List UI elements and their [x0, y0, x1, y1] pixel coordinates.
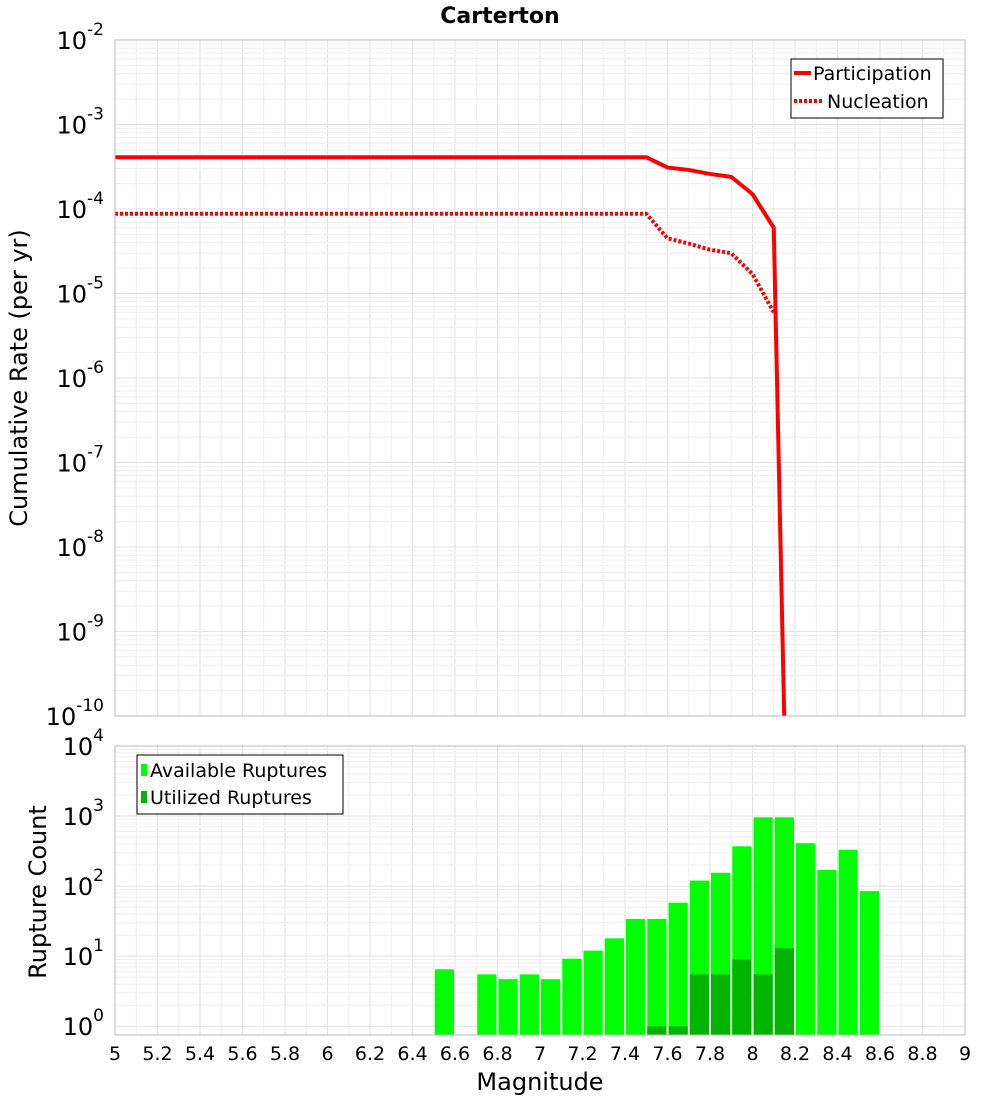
utilized-bar [668, 1026, 688, 1035]
legend-swatch-utilized [141, 791, 147, 803]
rupture-y-tick-label: 103 [63, 796, 104, 831]
rupture-legend: Available Ruptures Utilized Ruptures [136, 754, 344, 815]
utilized-bar [753, 974, 773, 1035]
rate-y-tick: 10-10 [46, 696, 104, 731]
x-tick-label: 8 [746, 1043, 758, 1065]
x-tick-label: 6.6 [440, 1043, 470, 1065]
available-bar [668, 902, 688, 1035]
rate-y-tick-label: 10-10 [46, 696, 104, 731]
x-tick-label: 7.8 [695, 1043, 725, 1065]
utilized-bar [689, 974, 709, 1035]
rate-y-tick-label: 10-3 [57, 105, 105, 140]
x-tick-label: 7.2 [567, 1043, 597, 1065]
x-tick-label: 6.4 [397, 1043, 427, 1065]
rupture-count-panel: 104 103 102 101 100 5 5.2 5.4 5.6 5.8 6 6.2 6.4 6.6 6… [24, 726, 971, 1096]
magnitude-x-ticks: 5 5.2 5.4 5.6 5.8 6 6.2 6.4 6.6 6.8 7 7.2 7.4 7.6 7.8 8… [109, 1043, 971, 1065]
x-tick-label: 6.2 [355, 1043, 385, 1065]
available-bar [477, 974, 497, 1035]
rate-grid [114, 40, 966, 717]
rate-y-tick: 10-4 [57, 189, 105, 224]
rate-y-tick-label: 10-2 [57, 20, 105, 55]
rate-y-tick-label: 10-5 [57, 274, 105, 309]
rupture-y-tick-label: 104 [63, 726, 104, 761]
x-tick-label: 5.6 [227, 1043, 257, 1065]
available-bar [519, 974, 539, 1035]
available-bar [838, 849, 858, 1035]
rate-y-tick: 10-5 [57, 274, 105, 309]
rupture-y-tick: 100 [63, 1006, 104, 1041]
rupture-y-tick: 102 [63, 866, 104, 901]
rate-y-tick-label: 10-8 [57, 527, 105, 562]
available-bar [541, 979, 561, 1035]
utilized-bar [774, 948, 794, 1035]
rate-legend-box [790, 58, 944, 119]
rupture-y-tick-label: 101 [63, 936, 104, 971]
x-tick-label: 6.8 [482, 1043, 512, 1065]
available-bar [604, 938, 624, 1035]
series-line-participation [115, 155, 787, 716]
available-bar [498, 979, 518, 1035]
rate-y-tick: 10-6 [57, 358, 105, 393]
utilized-bar [647, 1026, 667, 1035]
rate-y-tick-label: 10-9 [57, 612, 105, 647]
legend-label-utilized: Utilized Ruptures [150, 787, 312, 809]
x-tick-label: 5 [109, 1043, 121, 1065]
legend-label-nucleation: Nucleation [827, 91, 929, 113]
legend-label-participation: Participation [813, 63, 932, 85]
x-tick-label: 6 [321, 1043, 333, 1065]
x-tick-label: 9 [959, 1043, 971, 1065]
available-bar [859, 891, 879, 1035]
available-bar [626, 918, 646, 1035]
x-tick-label: 5.2 [142, 1043, 172, 1065]
rupture-y-tick: 103 [63, 796, 104, 831]
x-tick-label: 8.6 [865, 1043, 895, 1065]
available-bar [647, 918, 667, 1035]
rupture-y-tick-label: 102 [63, 866, 104, 901]
rupture-y-tick: 104 [63, 726, 104, 761]
available-bar [817, 869, 837, 1035]
available-bar [583, 950, 603, 1035]
rate-y-tick: 10-9 [57, 612, 105, 647]
available-bar [434, 969, 454, 1035]
rate-y-tick: 10-2 [57, 20, 105, 55]
rate-y-tick: 10-8 [57, 527, 105, 562]
x-tick-label: 7.4 [610, 1043, 640, 1065]
legend-label-available: Available Ruptures [150, 760, 327, 782]
rate-y-tick-label: 10-7 [57, 443, 105, 478]
utilized-bar [732, 959, 752, 1035]
available-bar [562, 958, 582, 1035]
rupture-legend-box [136, 754, 344, 815]
rate-y-tick: 10-7 [57, 443, 105, 478]
rate-legend: Participation Nucleation [790, 58, 944, 119]
x-tick-label: 7.6 [652, 1043, 682, 1065]
rupture-plot-frame [114, 745, 966, 1036]
x-tick-label: 8.4 [822, 1043, 852, 1065]
series-line-nucleation [115, 211, 776, 314]
chart-title: Carterton [440, 4, 559, 29]
rate-y-tick-label: 10-6 [57, 358, 105, 393]
utilized-bar [711, 974, 731, 1035]
rate-y-tick: 10-3 [57, 105, 105, 140]
rate-panel: 10-2 10-3 10-4 10-5 10-6 10-7 10-8 10-9 10-10 Cu… [5, 20, 966, 731]
rate-lines [115, 155, 787, 716]
x-tick-label: 5.4 [185, 1043, 215, 1065]
rate-y-ticks: 10-2 10-3 10-4 10-5 10-6 10-7 10-8 10-9 10-10 [46, 20, 104, 731]
legend-swatch-available [141, 764, 147, 776]
rupture-y-tick-label: 100 [63, 1006, 104, 1041]
rate-plot-frame [114, 39, 966, 717]
rupture-bars [434, 817, 879, 1035]
magnitude-x-axis-label: Magnitude [476, 1068, 603, 1096]
rate-y-tick-label: 10-4 [57, 189, 105, 224]
available-bar [796, 843, 816, 1035]
x-tick-label: 8.2 [780, 1043, 810, 1065]
rupture-y-ticks: 104 103 102 101 100 [63, 726, 104, 1041]
x-tick-label: 5.8 [270, 1043, 300, 1065]
rate-y-axis-label: Cumulative Rate (per yr) [5, 229, 33, 527]
x-tick-label: 7 [534, 1043, 546, 1065]
x-tick-label: 8.8 [907, 1043, 937, 1065]
rupture-y-axis-label: Rupture Count [24, 805, 52, 979]
rupture-y-tick: 101 [63, 936, 104, 971]
